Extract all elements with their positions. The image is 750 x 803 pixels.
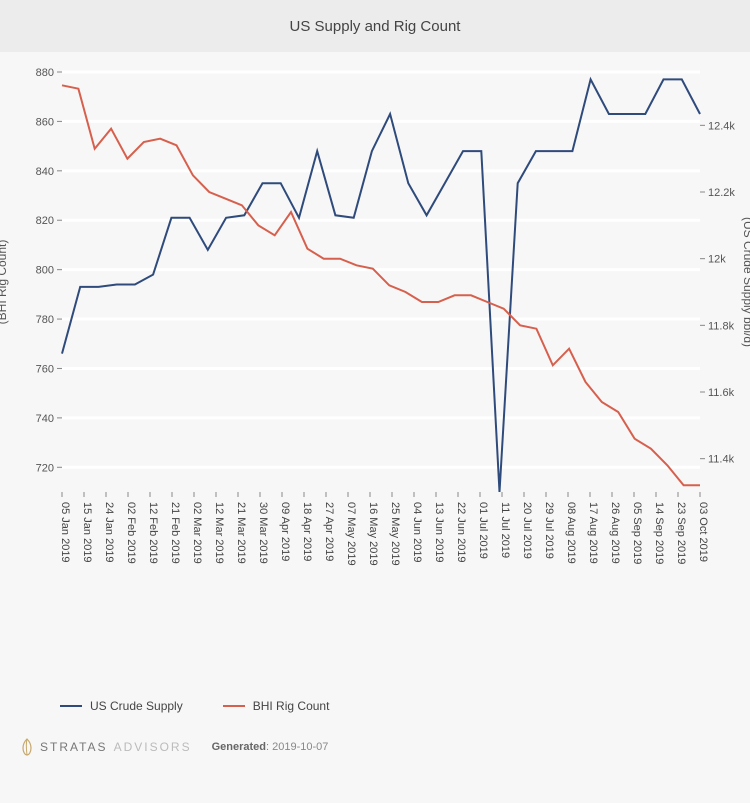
legend-label-supply: US Crude Supply xyxy=(90,699,183,713)
brand-name-a: STRATAS xyxy=(40,740,108,754)
svg-text:880: 880 xyxy=(36,67,54,79)
svg-text:03 Oct 2019: 03 Oct 2019 xyxy=(697,502,709,562)
legend-swatch-rig xyxy=(223,705,245,707)
brand-logo-icon xyxy=(20,738,34,756)
legend-label-rig: BHI Rig Count xyxy=(253,699,330,713)
svg-text:760: 760 xyxy=(36,363,54,375)
svg-text:12 Feb 2019: 12 Feb 2019 xyxy=(147,502,159,564)
chart-area: 720 740 760 780 800 820 840 860 880 11.4k 11.6k 11.… xyxy=(0,52,750,692)
svg-text:05 Jan 2019: 05 Jan 2019 xyxy=(59,502,71,563)
svg-text:840: 840 xyxy=(36,166,54,178)
svg-text:820: 820 xyxy=(36,215,54,227)
svg-text:08 Aug 2019: 08 Aug 2019 xyxy=(565,502,577,564)
generated-label: Generated xyxy=(212,741,266,753)
svg-text:15 Jan 2019: 15 Jan 2019 xyxy=(81,502,93,563)
svg-text:22 Jun 2019: 22 Jun 2019 xyxy=(455,502,467,563)
svg-text:25 May 2019: 25 May 2019 xyxy=(389,502,401,566)
svg-text:27 Apr 2019: 27 Apr 2019 xyxy=(323,502,335,561)
footer: STRATAS ADVISORS Generated: 2019-10-07 xyxy=(0,720,750,756)
svg-text:800: 800 xyxy=(36,265,54,277)
legend: US Crude Supply BHI Rig Count xyxy=(0,692,750,720)
svg-text:20 Jul 2019: 20 Jul 2019 xyxy=(521,502,533,559)
brand-logo: STRATAS ADVISORS xyxy=(20,738,192,756)
y-right-axis-label: (US Crude Supply bbl/d) xyxy=(741,217,750,347)
svg-text:21 Mar 2019: 21 Mar 2019 xyxy=(235,502,247,564)
svg-text:11.4k: 11.4k xyxy=(708,454,735,466)
svg-text:12.2k: 12.2k xyxy=(708,187,735,199)
generated-value: : 2019-10-07 xyxy=(266,741,328,753)
svg-text:18 Apr 2019: 18 Apr 2019 xyxy=(301,502,313,561)
svg-text:780: 780 xyxy=(36,314,54,326)
svg-text:740: 740 xyxy=(36,413,54,425)
svg-text:30 Mar 2019: 30 Mar 2019 xyxy=(257,502,269,564)
svg-text:02 Mar 2019: 02 Mar 2019 xyxy=(191,502,203,564)
legend-swatch-supply xyxy=(60,705,82,707)
svg-text:29 Jul 2019: 29 Jul 2019 xyxy=(543,502,555,559)
svg-text:05 Sep 2019: 05 Sep 2019 xyxy=(631,502,643,564)
brand-name-b: ADVISORS xyxy=(114,740,192,754)
chart-title: US Supply and Rig Count xyxy=(290,18,461,35)
svg-text:16 May 2019: 16 May 2019 xyxy=(367,502,379,566)
svg-text:14 Sep 2019: 14 Sep 2019 xyxy=(653,502,665,564)
svg-text:11.6k: 11.6k xyxy=(708,387,735,399)
title-band: US Supply and Rig Count xyxy=(0,0,750,52)
chart-svg: 720 740 760 780 800 820 840 860 880 11.4k 11.6k 11.… xyxy=(0,52,750,692)
svg-text:11 Jul 2019: 11 Jul 2019 xyxy=(499,502,511,558)
svg-text:04 Jun 2019: 04 Jun 2019 xyxy=(411,502,423,563)
svg-text:860: 860 xyxy=(36,116,54,128)
page-root: US Supply and Rig Count 720 740 760 780 800 8… xyxy=(0,0,750,803)
svg-text:26 Aug 2019: 26 Aug 2019 xyxy=(609,502,621,564)
svg-text:09 Apr 2019: 09 Apr 2019 xyxy=(279,502,291,561)
svg-text:21 Feb 2019: 21 Feb 2019 xyxy=(169,502,181,564)
svg-text:17 Aug 2019: 17 Aug 2019 xyxy=(587,502,599,564)
svg-text:13 Jun 2019: 13 Jun 2019 xyxy=(433,502,445,563)
svg-text:24 Jan 2019: 24 Jan 2019 xyxy=(103,502,115,563)
y-left-axis-label: (BHI Rig Count) xyxy=(0,240,9,325)
svg-text:12k: 12k xyxy=(708,254,726,266)
svg-text:12.4k: 12.4k xyxy=(708,120,735,132)
svg-text:01 Jul 2019: 01 Jul 2019 xyxy=(477,502,489,559)
legend-item-supply: US Crude Supply xyxy=(60,699,183,713)
svg-text:23 Sep 2019: 23 Sep 2019 xyxy=(675,502,687,564)
svg-text:720: 720 xyxy=(36,462,54,474)
svg-text:02 Feb 2019: 02 Feb 2019 xyxy=(125,502,137,564)
svg-text:12 Mar 2019: 12 Mar 2019 xyxy=(213,502,225,564)
generated-line: Generated: 2019-10-07 xyxy=(212,741,329,753)
y-right-axis-label-text: (US Crude Supply bbl/d) xyxy=(741,217,750,347)
y-left-axis-label-text: (BHI Rig Count) xyxy=(0,240,9,325)
svg-text:07 May 2019: 07 May 2019 xyxy=(345,502,357,566)
svg-text:11.8k: 11.8k xyxy=(708,320,735,332)
legend-item-rig: BHI Rig Count xyxy=(223,699,330,713)
